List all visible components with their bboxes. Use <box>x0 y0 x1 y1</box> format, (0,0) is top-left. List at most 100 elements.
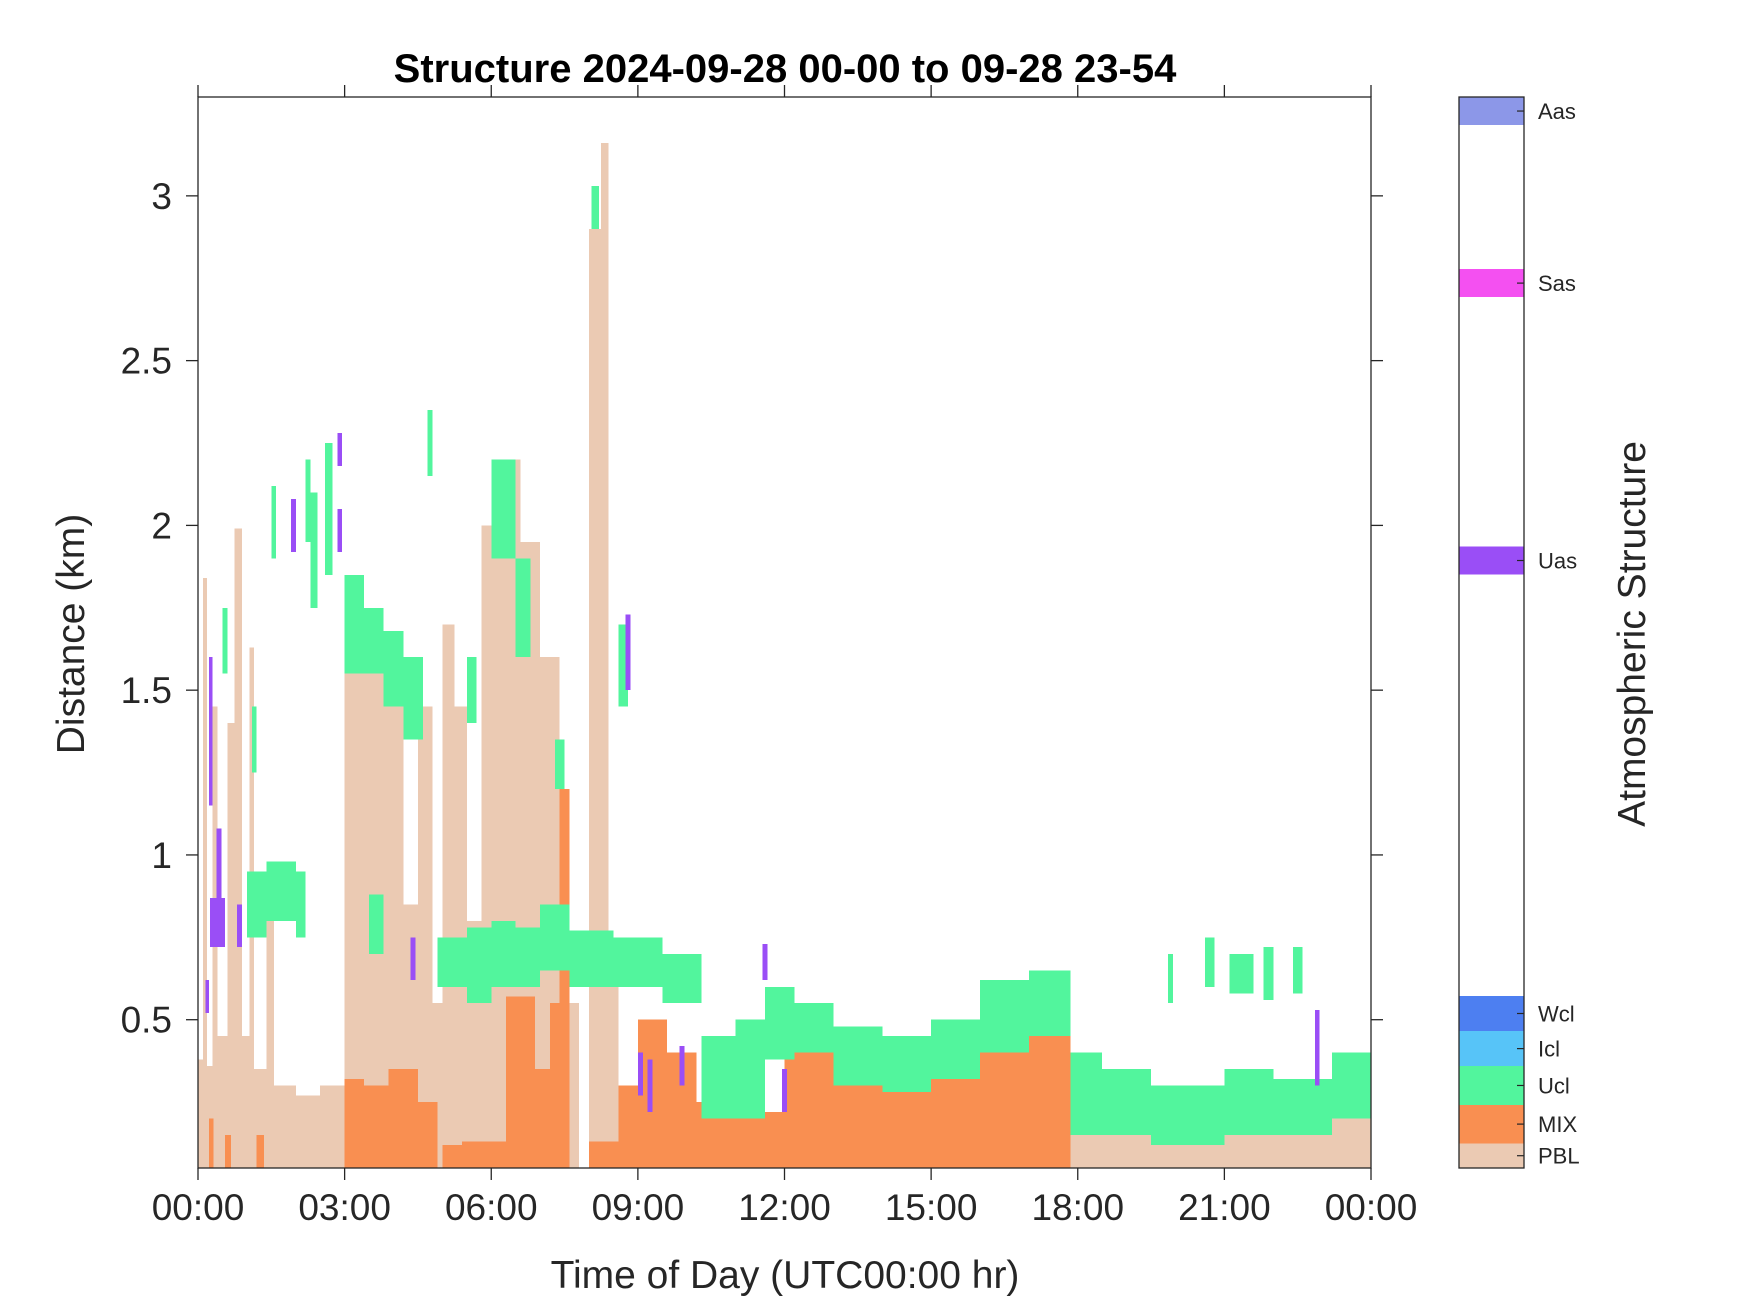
cell-ucl-67 <box>295 871 306 938</box>
cell-uas-120 <box>410 937 416 981</box>
cell-mix-59 <box>882 1092 932 1168</box>
cell-ucl-71 <box>325 443 333 575</box>
cell-pbl-23 <box>481 525 502 1168</box>
y-tick-label-1: 1 <box>151 835 172 876</box>
cell-pbl-11 <box>273 1085 296 1168</box>
cell-ucl-91 <box>662 953 702 1004</box>
cell-pbl-14 <box>344 624 365 1168</box>
cell-ucl-100 <box>1028 970 1071 1037</box>
cell-pbl-37 <box>1331 1115 1371 1168</box>
cell-pbl-2 <box>206 1065 213 1168</box>
cell-pbl-6 <box>234 528 242 1168</box>
x-tick-label-0: 00:00 <box>152 1187 245 1228</box>
cell-ucl-66 <box>266 861 296 921</box>
y-tick-label-5: 3 <box>151 176 172 217</box>
cell-mix-38 <box>208 1118 214 1168</box>
cell-pbl-27 <box>569 1003 580 1168</box>
cell-mix-42 <box>364 1085 389 1168</box>
cell-ucl-106 <box>1331 1052 1371 1119</box>
cell-ucl-105 <box>1273 1079 1332 1136</box>
cell-ucl-86 <box>554 739 565 790</box>
cell-mix-56 <box>735 1111 785 1168</box>
cell-mix-61 <box>980 1036 1029 1168</box>
cell-mix-52 <box>618 1085 638 1168</box>
cell-uas-117 <box>290 499 296 552</box>
cell-ucl-83 <box>466 657 477 724</box>
cell-ucl-68 <box>271 485 277 559</box>
cell-uas-115 <box>216 828 222 898</box>
cell-ucl-87 <box>591 185 599 229</box>
cell-ucl-77 <box>369 894 384 954</box>
colorbar-swatch-pbl <box>1459 1143 1524 1168</box>
cell-pbl-5 <box>227 723 235 1168</box>
plot-area <box>198 143 1371 1168</box>
cell-pbl-20 <box>442 624 455 1168</box>
cell-mix-45 <box>442 1144 462 1168</box>
axes: 00:00 03:00 06:00 09:00 12:00 15:00 18:00 21:00… <box>121 85 1417 1228</box>
cell-ucl-63 <box>222 607 228 674</box>
cell-ucl-95 <box>794 1003 834 1053</box>
cell-pbl-16 <box>383 673 404 1168</box>
cell-ucl-92 <box>701 1036 736 1119</box>
cell-uas-113 <box>208 657 213 806</box>
colorbar-label-uas: Uas <box>1538 549 1577 574</box>
cell-ucl-78 <box>437 937 467 987</box>
cell-ucl-75 <box>403 657 423 740</box>
colorbar-label-icl: Icl <box>1538 1037 1560 1062</box>
cell-pbl-28 <box>589 228 602 1168</box>
colorbar-label-wcl: Wcl <box>1538 1001 1575 1026</box>
cell-ucl-96 <box>833 1026 883 1086</box>
cell-ucl-93 <box>735 1019 765 1119</box>
cell-ucl-65 <box>246 871 267 938</box>
cell-mix-39 <box>224 1135 232 1168</box>
cell-ucl-89 <box>569 930 614 987</box>
cell-mix-62 <box>1028 1026 1071 1168</box>
cell-ucl-107 <box>1168 953 1174 1004</box>
colorbar-label-ucl: Ucl <box>1538 1073 1570 1098</box>
cell-ucl-97 <box>882 1036 932 1093</box>
cell-mix-40 <box>256 1135 264 1168</box>
cell-ucl-82 <box>540 904 570 971</box>
cell-pbl-29 <box>601 143 609 1168</box>
cell-ucl-73 <box>364 607 384 674</box>
cell-uas-124 <box>679 1046 685 1086</box>
colorbar: PBL MIX Ucl Icl Wcl Uas Sas Aas <box>1458 96 1580 1169</box>
cell-mix-49 <box>549 1003 560 1168</box>
cell-ucl-80 <box>491 920 516 987</box>
colorbar-swatch-icl <box>1459 1031 1524 1067</box>
colorbar-swatch-wcl <box>1459 995 1524 1032</box>
cell-pbl-10 <box>266 887 274 1168</box>
x-tick-label-3: 09:00 <box>592 1187 685 1228</box>
cell-ucl-102 <box>1102 1069 1152 1136</box>
colorbar-label-sas: Sas <box>1538 271 1576 296</box>
x-axis-label: Time of Day (UTC00:00 hr) <box>551 1254 1020 1297</box>
cell-mix-51 <box>589 1141 619 1168</box>
cell-ucl-81 <box>515 927 541 987</box>
x-tick-label-7: 21:00 <box>1178 1187 1271 1228</box>
cell-pbl-35 <box>1273 1135 1298 1168</box>
cell-ucl-104 <box>1224 1069 1274 1136</box>
y-axis-label: Distance (km) <box>50 514 93 755</box>
cell-mix-57 <box>784 1052 834 1168</box>
colorbar-swatch-mix <box>1459 1104 1524 1144</box>
cell-pbl-4 <box>217 1036 228 1168</box>
cell-ucl-88 <box>618 624 629 707</box>
cell-ucl-74 <box>383 630 404 707</box>
cell-ucl-76 <box>427 410 433 476</box>
colorbar-label-mix: MIX <box>1538 1112 1577 1137</box>
x-tick-label-6: 18:00 <box>1031 1187 1124 1228</box>
cell-mix-47 <box>505 996 536 1168</box>
cell-ucl-85 <box>515 558 531 658</box>
cell-pbl-12 <box>295 1095 321 1168</box>
cell-ucl-90 <box>613 937 663 987</box>
cell-uas-116 <box>237 904 242 948</box>
cell-uas-125 <box>762 943 768 981</box>
cell-mix-48 <box>535 1069 550 1168</box>
cell-uas-126 <box>782 1069 787 1112</box>
cell-pbl-7 <box>241 1036 250 1168</box>
cell-ucl-99 <box>980 980 1029 1053</box>
cell-mix-50 <box>559 789 570 1168</box>
cell-uas-118 <box>337 508 343 552</box>
cell-ucl-110 <box>1263 947 1274 1000</box>
